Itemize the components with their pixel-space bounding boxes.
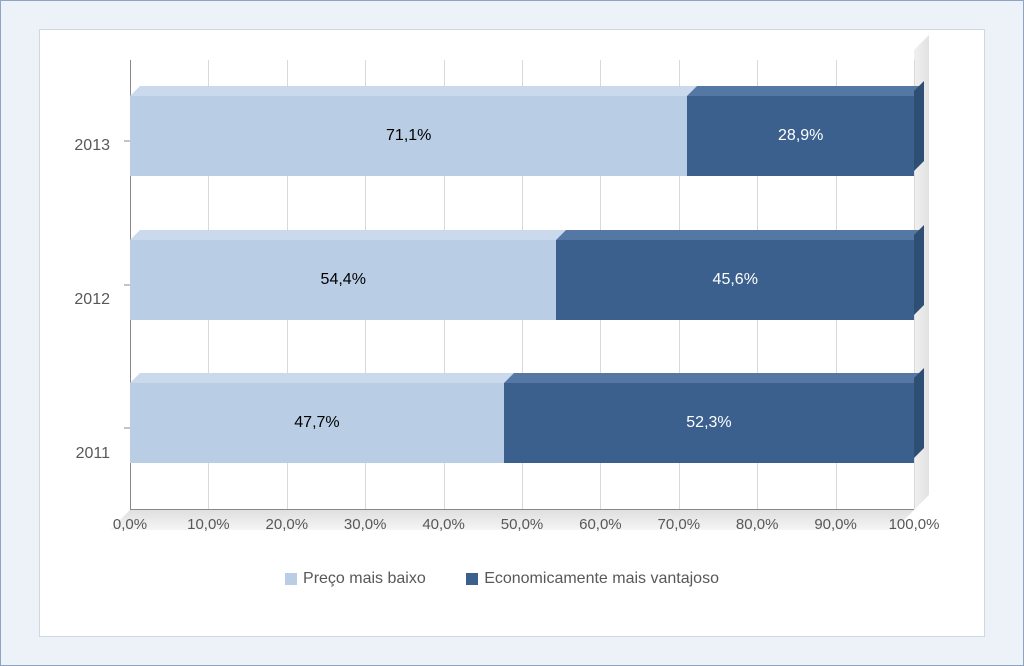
bar-row-2013: 71,1% 28,9% (130, 96, 914, 176)
x-tick-label: 40,0% (422, 516, 465, 533)
bar-top (130, 230, 914, 240)
x-tick-label: 60,0% (579, 516, 622, 533)
bar-segment-preco: 71,1% (130, 96, 687, 176)
bar-top (130, 373, 914, 383)
bar-stack: 54,4% 45,6% (130, 240, 914, 320)
bar-segment-econ: 45,6% (556, 240, 914, 320)
bar-value-label: 71,1% (386, 127, 431, 145)
legend-label: Economicamente mais vantajoso (484, 570, 719, 588)
bar-side (914, 225, 924, 315)
bar-segment-econ: 28,9% (687, 96, 914, 176)
bar-row-2012: 54,4% 45,6% (130, 240, 914, 320)
bar-row-2011: 47,7% 52,3% (130, 383, 914, 463)
chart-panel: 2013 2012 2011 (39, 29, 985, 637)
bar-side (914, 368, 924, 458)
bar-value-label: 45,6% (713, 271, 758, 289)
legend-swatch (285, 573, 297, 585)
x-tick-label: 30,0% (344, 516, 387, 533)
bar-side (914, 81, 924, 171)
x-tick-label: 50,0% (501, 516, 544, 533)
x-tick-label: 70,0% (658, 516, 701, 533)
legend-item-econ: Economicamente mais vantajoso (466, 570, 719, 588)
legend-label: Preço mais baixo (303, 570, 426, 588)
bar-value-label: 47,7% (294, 414, 339, 432)
bar-stack: 71,1% 28,9% (130, 96, 914, 176)
plot-area: 2013 2012 2011 (60, 60, 944, 540)
bar-top-seg-b (504, 373, 924, 383)
chart-area: 71,1% 28,9% (130, 60, 914, 510)
y-label: 2013 (74, 137, 110, 155)
x-tick-label: 80,0% (736, 516, 779, 533)
bar-value-label: 28,9% (778, 127, 823, 145)
bar-value-label: 52,3% (686, 414, 731, 432)
bar-stack: 47,7% 52,3% (130, 383, 914, 463)
legend: Preço mais baixo Economicamente mais van… (60, 570, 944, 590)
x-tick-label: 20,0% (266, 516, 309, 533)
x-axis-labels: 0,0% 10,0% 20,0% 30,0% 40,0% 50,0% 60,0%… (130, 516, 914, 540)
bar-top (130, 86, 914, 96)
y-label: 2011 (76, 445, 110, 463)
bar-top-seg-a (130, 86, 697, 96)
legend-item-preco: Preço mais baixo (285, 570, 426, 588)
bar-segment-preco: 47,7% (130, 383, 504, 463)
outer-frame: 2013 2012 2011 (0, 0, 1024, 666)
bar-top-seg-b (556, 230, 924, 240)
legend-swatch (466, 573, 478, 585)
bar-top-seg-a (130, 230, 566, 240)
y-axis-labels: 2013 2012 2011 (60, 60, 120, 540)
y-label: 2012 (74, 291, 110, 309)
bar-segment-preco: 54,4% (130, 240, 556, 320)
bar-top-seg-a (130, 373, 514, 383)
x-tick-label: 0,0% (113, 516, 147, 533)
bar-top-seg-b (687, 86, 924, 96)
bar-value-label: 54,4% (321, 271, 366, 289)
bar-segment-econ: 52,3% (504, 383, 914, 463)
x-tick-label: 100,0% (889, 516, 940, 533)
x-tick-label: 90,0% (814, 516, 857, 533)
x-tick-label: 10,0% (187, 516, 230, 533)
